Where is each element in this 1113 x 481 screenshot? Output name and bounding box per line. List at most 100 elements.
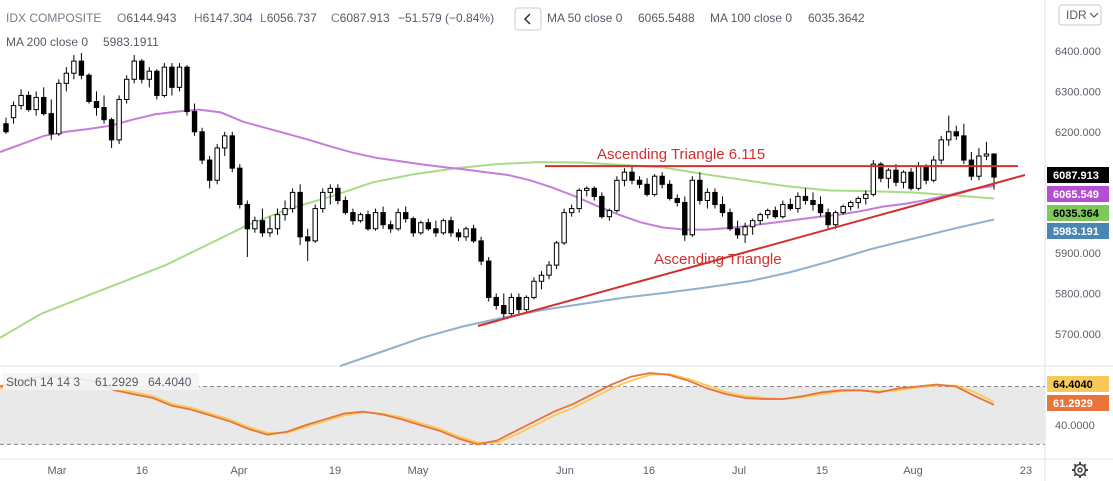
candle: [320, 188, 326, 213]
stoch-k-line: [0, 372, 995, 446]
candle: [161, 63, 168, 98]
candle: [697, 172, 703, 205]
currency-button[interactable]: IDR: [1058, 4, 1102, 26]
candle: [289, 188, 296, 213]
candle: [372, 208, 379, 231]
candle: [712, 188, 718, 209]
candle: [116, 95, 122, 144]
price-tick-label: 6200.000: [1055, 127, 1101, 139]
candle: [410, 216, 416, 237]
candle: [568, 204, 575, 217]
candle: [742, 222, 748, 243]
candle: [900, 170, 907, 189]
candle: [666, 180, 673, 201]
candle: [3, 117, 9, 134]
stoch-tick-label: 40.0000: [1055, 420, 1095, 432]
candle: [976, 147, 982, 181]
candle: [184, 65, 190, 116]
candle: [893, 164, 899, 187]
candle: [304, 228, 311, 262]
candle: [101, 95, 107, 124]
candle: [297, 184, 303, 245]
price-tag-2: 6035.364: [1047, 205, 1109, 221]
candle: [191, 103, 198, 136]
ma200-line: [339, 218, 995, 368]
price-tag-1: 6065.549: [1047, 186, 1109, 202]
candle: [267, 216, 273, 237]
candle: [651, 174, 658, 197]
price-tag-3: 5983.191: [1047, 223, 1109, 239]
candle: [840, 204, 846, 215]
candle: [938, 135, 944, 165]
price-axis-labels: 6400.0006300.0006200.0006100.0005900.000…: [1055, 46, 1101, 432]
candle: [878, 162, 884, 183]
candle: [252, 216, 258, 233]
ohlc-high: H6147.304: [194, 11, 253, 25]
annotation-resistance: Ascending Triangle 6.115: [597, 146, 765, 163]
candle: [719, 196, 726, 217]
settings-button[interactable]: [1072, 462, 1088, 478]
candle: [78, 53, 85, 80]
candle: [621, 168, 628, 187]
candle: [395, 208, 401, 231]
candle: [591, 186, 597, 201]
candle: [131, 55, 137, 84]
candle: [885, 168, 892, 189]
currency-label: IDR: [1066, 8, 1087, 22]
time-tick-label: 16: [643, 465, 655, 477]
ohlc-close: C6087.913: [331, 11, 390, 25]
candle: [214, 143, 220, 185]
candle: [312, 204, 318, 243]
annotation-triangle: Ascending Triangle: [654, 251, 782, 268]
candle: [108, 117, 115, 148]
candle: [795, 192, 801, 213]
ascending-support-line[interactable]: [477, 174, 1026, 327]
candle: [538, 271, 545, 290]
candles: [3, 53, 997, 318]
candle: [855, 196, 861, 209]
time-tick-label: Jul: [732, 465, 746, 477]
candle: [327, 184, 334, 205]
candle: [169, 63, 175, 96]
candle: [237, 164, 243, 209]
candle: [644, 178, 650, 197]
price-tags: 6087.913 6065.549 6035.364 5983.191 64.4040 6…: [1047, 167, 1109, 411]
stoch-label: Stoch 14 14 3: [6, 375, 80, 389]
candle: [146, 67, 152, 88]
candle: [629, 166, 635, 185]
time-tick-label: 16: [136, 465, 148, 477]
candle: [176, 63, 183, 92]
candle: [350, 208, 356, 225]
candle: [33, 91, 39, 116]
candle: [817, 196, 824, 217]
candle: [342, 196, 349, 215]
stoch-band: [0, 386, 1045, 445]
time-tick-label: Aug: [903, 465, 923, 477]
svg-text:64.4040: 64.4040: [1053, 379, 1093, 391]
time-tick-label: 19: [329, 465, 341, 477]
candle: [229, 131, 235, 173]
candle: [983, 141, 990, 161]
candle: [810, 192, 816, 211]
candle: [848, 200, 854, 211]
candle: [908, 168, 914, 191]
candle: [546, 261, 552, 280]
candle: [531, 277, 537, 300]
stoch-legend: Stoch 14 14 3 61.2929 64.4040: [3, 373, 199, 390]
price-tick-label: 6300.000: [1055, 86, 1101, 98]
candle: [734, 220, 741, 239]
candle: [523, 295, 530, 312]
collapse-legend-button[interactable]: [514, 7, 542, 31]
candle: [561, 208, 567, 245]
candle: [478, 236, 484, 266]
svg-text:6035.364: 6035.364: [1053, 208, 1100, 220]
candle: [961, 123, 967, 165]
candle: [41, 87, 47, 116]
candle: [357, 212, 364, 223]
candle: [727, 208, 733, 231]
candle: [787, 198, 794, 211]
ma50-label: MA 50 close 0: [547, 11, 623, 25]
svg-text:6087.913: 6087.913: [1053, 170, 1099, 182]
candle: [923, 164, 929, 185]
